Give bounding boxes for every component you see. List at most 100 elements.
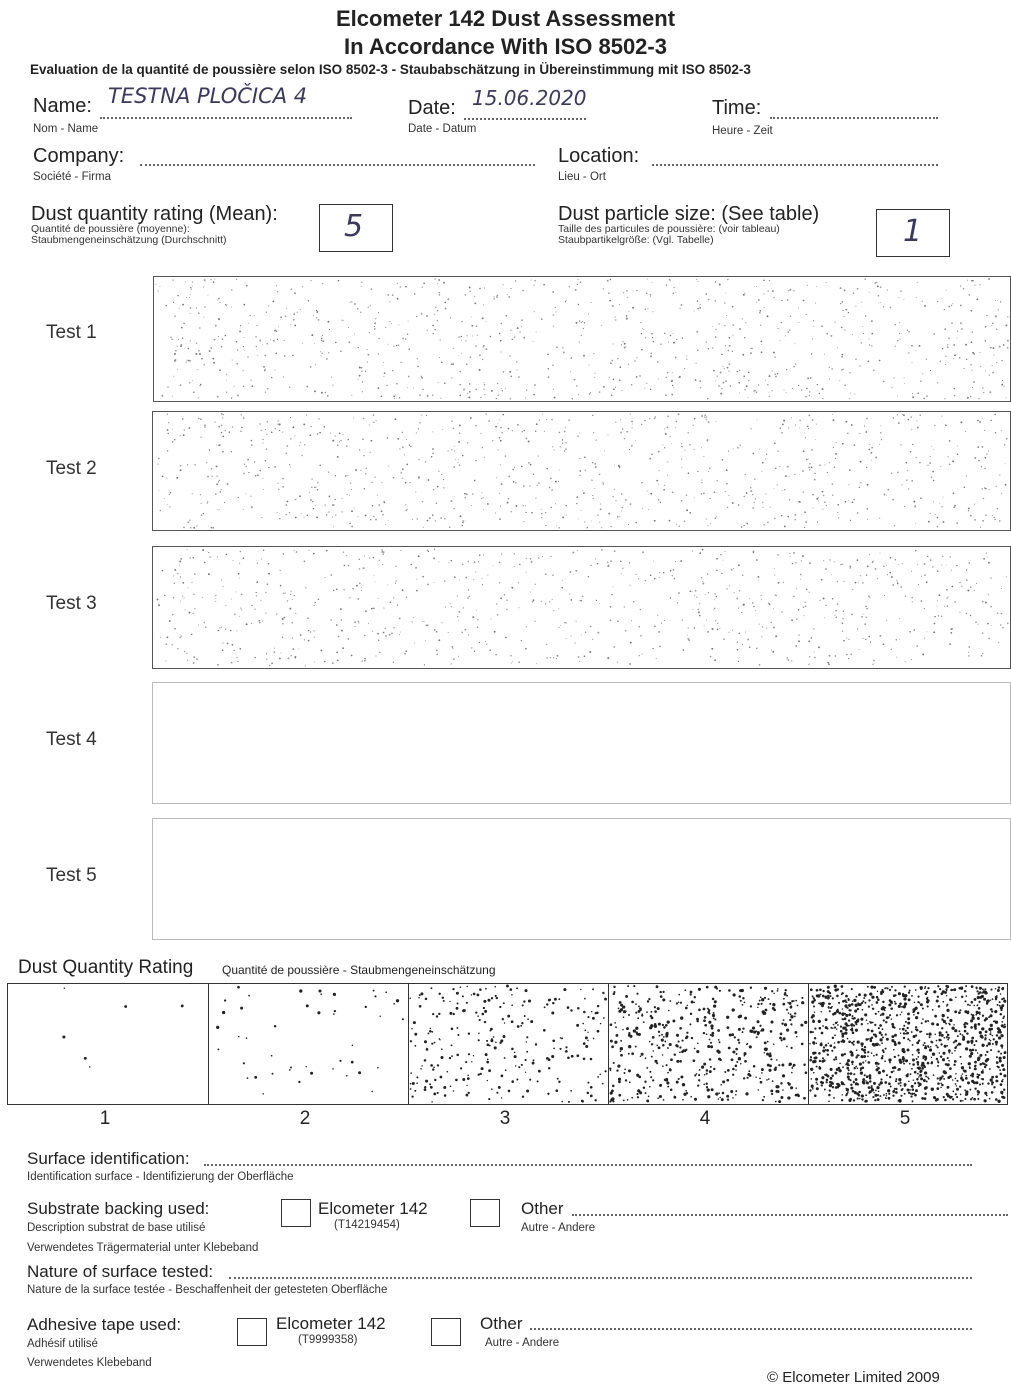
time-field[interactable] <box>770 117 938 119</box>
substrate-elcometer-checkbox[interactable] <box>281 1199 311 1227</box>
substrate-other-field[interactable] <box>572 1214 1008 1216</box>
dust-speck <box>710 1026 714 1030</box>
dust-speck <box>796 1035 798 1038</box>
dust-speck <box>836 581 838 583</box>
dust-speck <box>958 987 961 990</box>
dust-speck <box>895 1091 898 1094</box>
dust-speck <box>812 1071 815 1074</box>
dust-speck <box>987 1042 991 1046</box>
dust-speck <box>340 439 342 442</box>
dust-speck <box>728 989 731 992</box>
dust-speck <box>516 327 519 330</box>
dust-speck <box>534 384 536 386</box>
dust-speck <box>911 1067 913 1070</box>
dust-speck <box>520 1063 523 1066</box>
dust-speck <box>992 371 994 374</box>
dust-speck <box>930 1061 934 1064</box>
dust-speck <box>461 563 464 566</box>
adhesive-elcometer-checkbox[interactable] <box>237 1318 267 1346</box>
particle-size-label: Dust particle size: (See table) <box>558 203 820 225</box>
dust-speck <box>773 487 775 489</box>
dust-speck <box>320 391 323 394</box>
dust-speck <box>246 1077 249 1079</box>
nature-field[interactable] <box>229 1277 972 1279</box>
dust-speck <box>971 1036 975 1040</box>
dust-speck <box>358 558 360 560</box>
dust-speck <box>646 490 648 492</box>
dust-speck <box>409 1088 412 1090</box>
adhesive-other-field[interactable] <box>530 1328 972 1330</box>
dust-speck <box>186 359 188 361</box>
location-field[interactable] <box>652 164 938 166</box>
dust-speck <box>919 1073 923 1077</box>
dust-speck <box>714 1018 717 1021</box>
dust-speck <box>292 318 295 321</box>
dust-speck <box>766 627 768 629</box>
test-5-panel[interactable] <box>152 818 1011 940</box>
substrate-other-checkbox[interactable] <box>470 1199 500 1227</box>
dust-speck <box>803 1063 806 1066</box>
dust-speck <box>976 1073 979 1075</box>
dust-speck <box>511 1004 514 1007</box>
dust-speck <box>898 1098 902 1102</box>
dust-speck <box>916 282 918 284</box>
dust-speck <box>363 417 365 420</box>
dust-speck <box>825 1081 828 1084</box>
dust-speck <box>549 656 552 659</box>
dust-speck <box>593 432 595 434</box>
dust-speck <box>898 1028 901 1030</box>
name-field[interactable] <box>100 117 352 119</box>
dust-speck <box>675 1080 679 1084</box>
dust-speck <box>936 526 938 528</box>
dust-speck <box>650 352 653 355</box>
dust-speck <box>808 394 811 397</box>
company-field[interactable] <box>140 164 535 166</box>
dust-speck <box>193 593 195 595</box>
dust-speck <box>406 463 409 466</box>
dust-speck <box>916 1011 920 1015</box>
dust-speck <box>432 452 434 455</box>
dust-speck <box>580 509 582 511</box>
dust-speck <box>744 292 746 294</box>
dust-speck <box>579 457 581 459</box>
dust-speck <box>860 1017 864 1021</box>
dust-speck <box>646 1000 650 1003</box>
date-field[interactable] <box>464 118 586 120</box>
dust-speck <box>399 448 401 450</box>
dust-speck <box>450 606 452 608</box>
dust-speck <box>177 339 179 341</box>
dust-speck <box>778 1100 782 1104</box>
dust-speck <box>1007 316 1009 318</box>
test-4-panel[interactable] <box>152 682 1011 804</box>
particle-size-box[interactable]: 1 <box>876 209 950 257</box>
dust-speck <box>652 1079 655 1082</box>
dust-speck <box>843 1052 847 1056</box>
dust-speck <box>316 433 319 435</box>
dust-speck <box>621 493 623 495</box>
dust-speck <box>903 997 907 1001</box>
substrate-other-label: Other <box>521 1199 564 1218</box>
dust-speck <box>465 1061 468 1064</box>
dust-speck <box>331 376 332 378</box>
dust-speck <box>731 305 734 308</box>
dust-speck <box>351 525 354 528</box>
dust-speck <box>762 501 764 503</box>
dust-speck <box>466 1077 470 1080</box>
surface-id-field[interactable] <box>204 1164 972 1166</box>
quantity-rating-box[interactable]: 5 <box>319 204 393 252</box>
dust-speck <box>970 1013 973 1016</box>
dust-speck <box>609 299 612 302</box>
dust-speck <box>464 497 466 499</box>
dust-speck <box>970 1039 974 1043</box>
dust-speck <box>282 376 285 378</box>
location-label: Location: <box>558 145 640 167</box>
dust-speck <box>887 1096 891 1100</box>
dust-speck <box>801 996 804 999</box>
dust-speck <box>339 608 342 610</box>
dust-speck <box>761 1028 765 1032</box>
dust-speck <box>661 1033 664 1036</box>
dust-speck <box>763 1095 766 1098</box>
dust-speck <box>216 483 219 486</box>
adhesive-other-checkbox[interactable] <box>431 1318 461 1346</box>
dust-speck <box>414 1032 418 1036</box>
